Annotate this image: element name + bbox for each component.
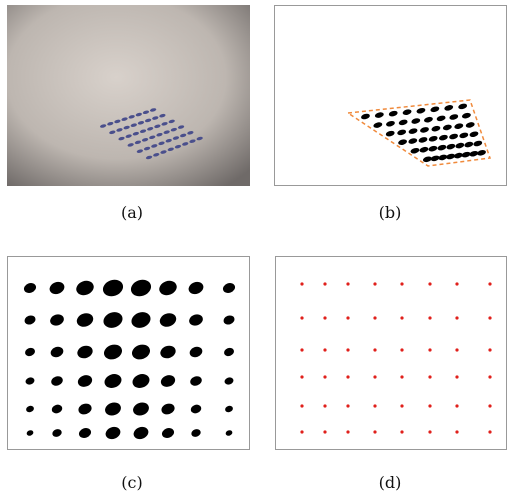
panel-label: (b) [379,203,402,222]
centroid-dot [373,404,376,407]
centroid-dot [346,375,349,378]
centroid-dot [323,404,326,407]
centroid-dot [400,430,403,433]
centroid-dot [346,430,349,433]
centroid-dot [428,404,431,407]
panel-label: (c) [121,473,142,492]
centroid-dot [373,375,376,378]
centroid-dot [455,316,458,319]
centroid-dot [373,430,376,433]
centroid-dot [346,404,349,407]
centroid-dot [346,316,349,319]
centroid-dot [373,348,376,351]
centroid-dot [488,430,491,433]
centroid-dot [300,348,303,351]
centroid-dot [455,375,458,378]
centroid-dot [323,316,326,319]
centroid-dot [346,282,349,285]
panel-frame [8,257,250,450]
centroid-dot [455,348,458,351]
centroid-dot [300,375,303,378]
centroid-dot [488,282,491,285]
centroid-dot [428,348,431,351]
centroid-dot [428,375,431,378]
centroid-dot [428,316,431,319]
panel-d [276,257,507,450]
centroid-dot [323,430,326,433]
centroid-dot [346,348,349,351]
centroid-dot [300,282,303,285]
centroid-dot [455,430,458,433]
centroid-dot [428,282,431,285]
panel-a [7,5,250,186]
centroid-dot [455,404,458,407]
panel-label: (d) [379,473,402,492]
centroid-dot [373,282,376,285]
centroid-dot [400,316,403,319]
panel-c [8,257,250,450]
centroid-dot [488,375,491,378]
centroid-dot [488,348,491,351]
centroid-dot [373,316,376,319]
centroid-dot [300,430,303,433]
centroid-dot [400,375,403,378]
centroid-dot [400,282,403,285]
figure: (a) (b) (c) (d) [0,0,512,496]
centroid-dot [323,375,326,378]
centroid-dot [323,348,326,351]
centroid-dot [488,404,491,407]
panel-label: (a) [121,203,143,222]
panel-frame [275,6,507,186]
centroid-dot [400,348,403,351]
centroid-dot [400,404,403,407]
centroid-dot [428,430,431,433]
centroid-dot [455,282,458,285]
centroid-dot [488,316,491,319]
centroid-dot [300,404,303,407]
centroid-dot [300,316,303,319]
panel-b [275,6,507,186]
panel-frame [276,257,507,450]
centroid-dot [323,282,326,285]
photo [7,5,250,186]
